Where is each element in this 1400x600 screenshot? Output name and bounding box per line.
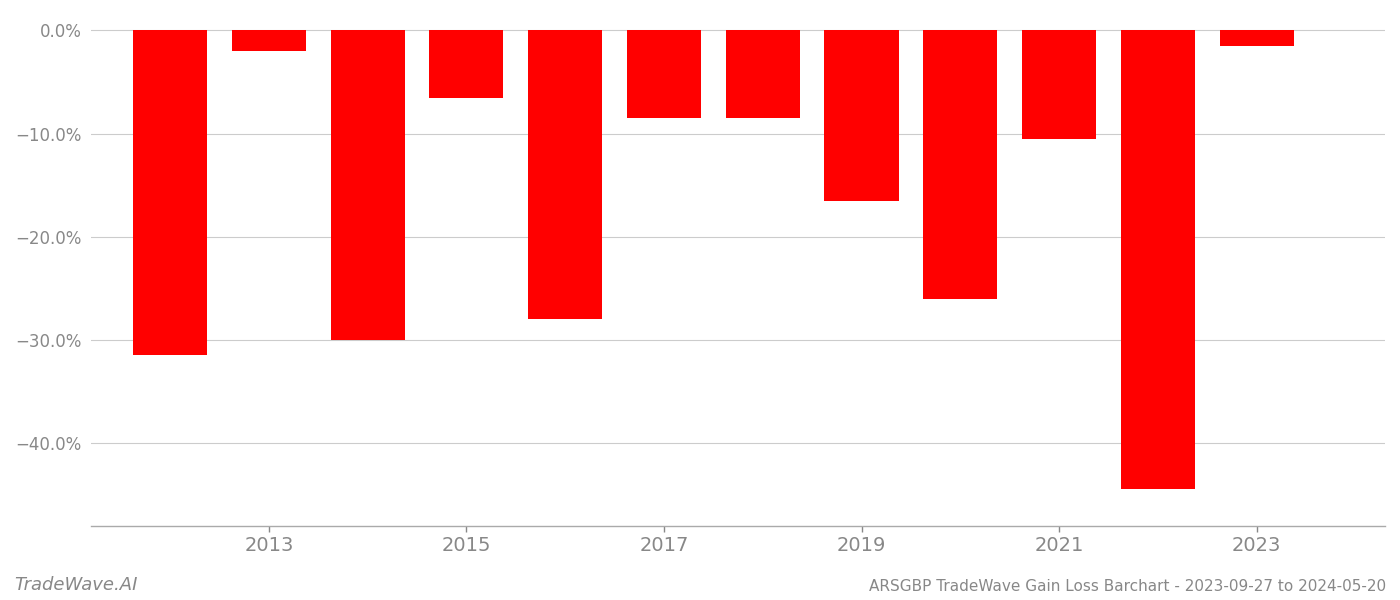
Bar — [133, 31, 207, 355]
Bar — [1219, 31, 1294, 46]
Text: ARSGBP TradeWave Gain Loss Barchart - 2023-09-27 to 2024-05-20: ARSGBP TradeWave Gain Loss Barchart - 20… — [869, 579, 1386, 594]
Bar — [627, 31, 701, 118]
Bar — [430, 31, 504, 98]
Bar — [1022, 31, 1096, 139]
Bar — [528, 31, 602, 319]
Bar — [232, 31, 307, 51]
Bar — [923, 31, 997, 299]
Bar — [825, 31, 899, 200]
Bar — [725, 31, 799, 118]
Text: TradeWave.AI: TradeWave.AI — [14, 576, 137, 594]
Bar — [1121, 31, 1194, 490]
Bar — [330, 31, 405, 340]
